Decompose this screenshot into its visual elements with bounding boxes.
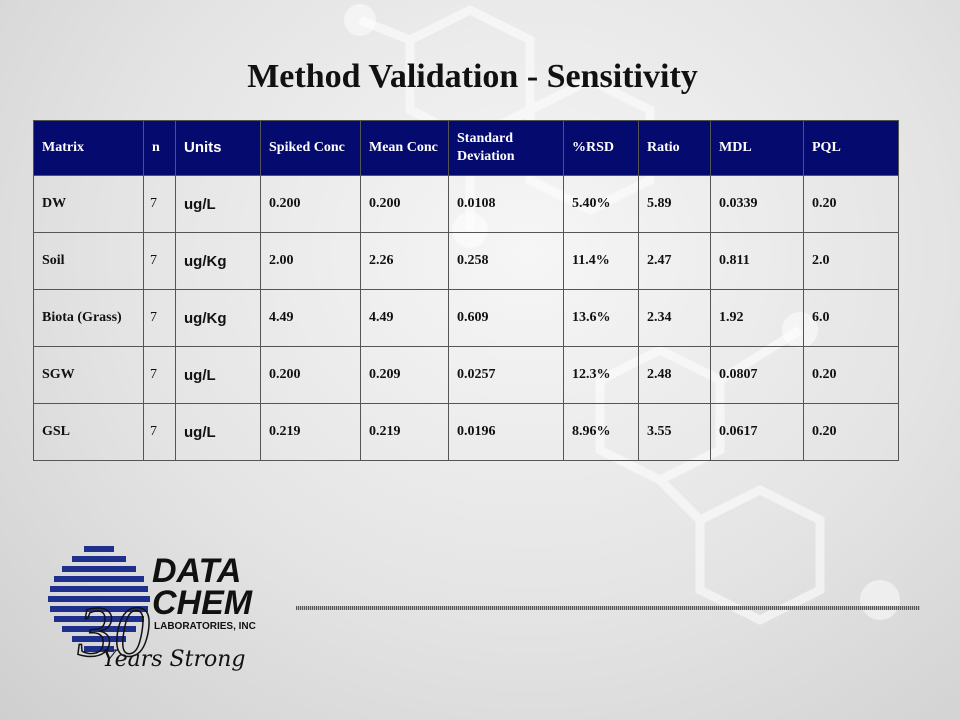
cell-spiked-conc: 4.49 [260,289,361,347]
cell-standard-deviation: 0.609 [448,289,564,347]
cell-units: ug/L [175,175,261,233]
cell-rsd: 13.6% [563,289,639,347]
header-mdl: MDL [710,120,804,176]
cell-mdl: 0.811 [710,232,804,290]
table-row: Soil 7 ug/Kg 2.00 2.26 0.258 11.4% 2.47 … [33,232,899,290]
cell-mean-conc: 2.26 [360,232,449,290]
cell-mdl: 0.0339 [710,175,804,233]
cell-standard-deviation: 0.0257 [448,346,564,404]
cell-units: ug/Kg [175,289,261,347]
cell-rsd: 5.40% [563,175,639,233]
header-units: Units [175,120,261,176]
logo-line-laboratories: LABORATORIES, INC [154,621,256,632]
sensitivity-table: Matrix n Units Spiked Conc Mean Conc Sta… [33,120,899,461]
cell-matrix: Biota (Grass) [33,289,144,347]
datachem-logo: DATA CHEM LABORATORIES, INC 30 Years Str… [48,546,256,673]
cell-pql: 2.0 [803,232,899,290]
page-title: Method Validation - Sensitivity [247,58,698,95]
cell-spiked-conc: 0.219 [260,403,361,461]
logo-tagline: Years Strong [102,647,245,672]
cell-mdl: 0.0617 [710,403,804,461]
cell-spiked-conc: 0.200 [260,175,361,233]
cell-rsd: 8.96% [563,403,639,461]
cell-pql: 0.20 [803,403,899,461]
table-row: Biota (Grass) 7 ug/Kg 4.49 4.49 0.609 13… [33,289,899,347]
cell-standard-deviation: 0.258 [448,232,564,290]
header-mean-conc: Mean Conc [360,120,449,176]
cell-mdl: 1.92 [710,289,804,347]
cell-units: ug/Kg [175,232,261,290]
table-row: SGW 7 ug/L 0.200 0.209 0.0257 12.3% 2.48… [33,346,899,404]
header-spiked-conc: Spiked Conc [260,120,361,176]
logo-emblem [48,546,150,652]
cell-rsd: 11.4% [563,232,639,290]
logo-line-data: DATA [152,552,241,590]
header-rsd: %RSD [563,120,639,176]
cell-matrix: DW [33,175,144,233]
cell-n: 7 [143,232,176,290]
divider-rule [296,606,920,610]
cell-matrix: GSL [33,403,144,461]
cell-units: ug/L [175,346,261,404]
cell-ratio: 2.34 [638,289,711,347]
cell-mean-conc: 0.209 [360,346,449,404]
cell-spiked-conc: 2.00 [260,232,361,290]
cell-ratio: 3.55 [638,403,711,461]
cell-n: 7 [143,403,176,461]
table-header-row: Matrix n Units Spiked Conc Mean Conc Sta… [33,120,899,176]
cell-mean-conc: 0.200 [360,175,449,233]
cell-pql: 6.0 [803,289,899,347]
cell-standard-deviation: 0.0196 [448,403,564,461]
header-ratio: Ratio [638,120,711,176]
cell-n: 7 [143,346,176,404]
header-n: n [143,120,176,176]
cell-ratio: 2.48 [638,346,711,404]
cell-matrix: Soil [33,232,144,290]
cell-n: 7 [143,175,176,233]
header-standard-deviation: Standard Deviation [448,120,564,176]
cell-mean-conc: 4.49 [360,289,449,347]
cell-matrix: SGW [33,346,144,404]
cell-standard-deviation: 0.0108 [448,175,564,233]
cell-pql: 0.20 [803,175,899,233]
logo-line-chem: CHEM [152,584,253,622]
cell-rsd: 12.3% [563,346,639,404]
table-row: GSL 7 ug/L 0.219 0.219 0.0196 8.96% 3.55… [33,403,899,461]
cell-spiked-conc: 0.200 [260,346,361,404]
header-pql: PQL [803,120,899,176]
cell-ratio: 2.47 [638,232,711,290]
cell-ratio: 5.89 [638,175,711,233]
table-row: DW 7 ug/L 0.200 0.200 0.0108 5.40% 5.89 … [33,175,899,233]
header-matrix: Matrix [33,120,144,176]
cell-mean-conc: 0.219 [360,403,449,461]
cell-pql: 0.20 [803,346,899,404]
cell-n: 7 [143,289,176,347]
cell-units: ug/L [175,403,261,461]
logo-number-30: 30 [77,592,150,672]
cell-mdl: 0.0807 [710,346,804,404]
